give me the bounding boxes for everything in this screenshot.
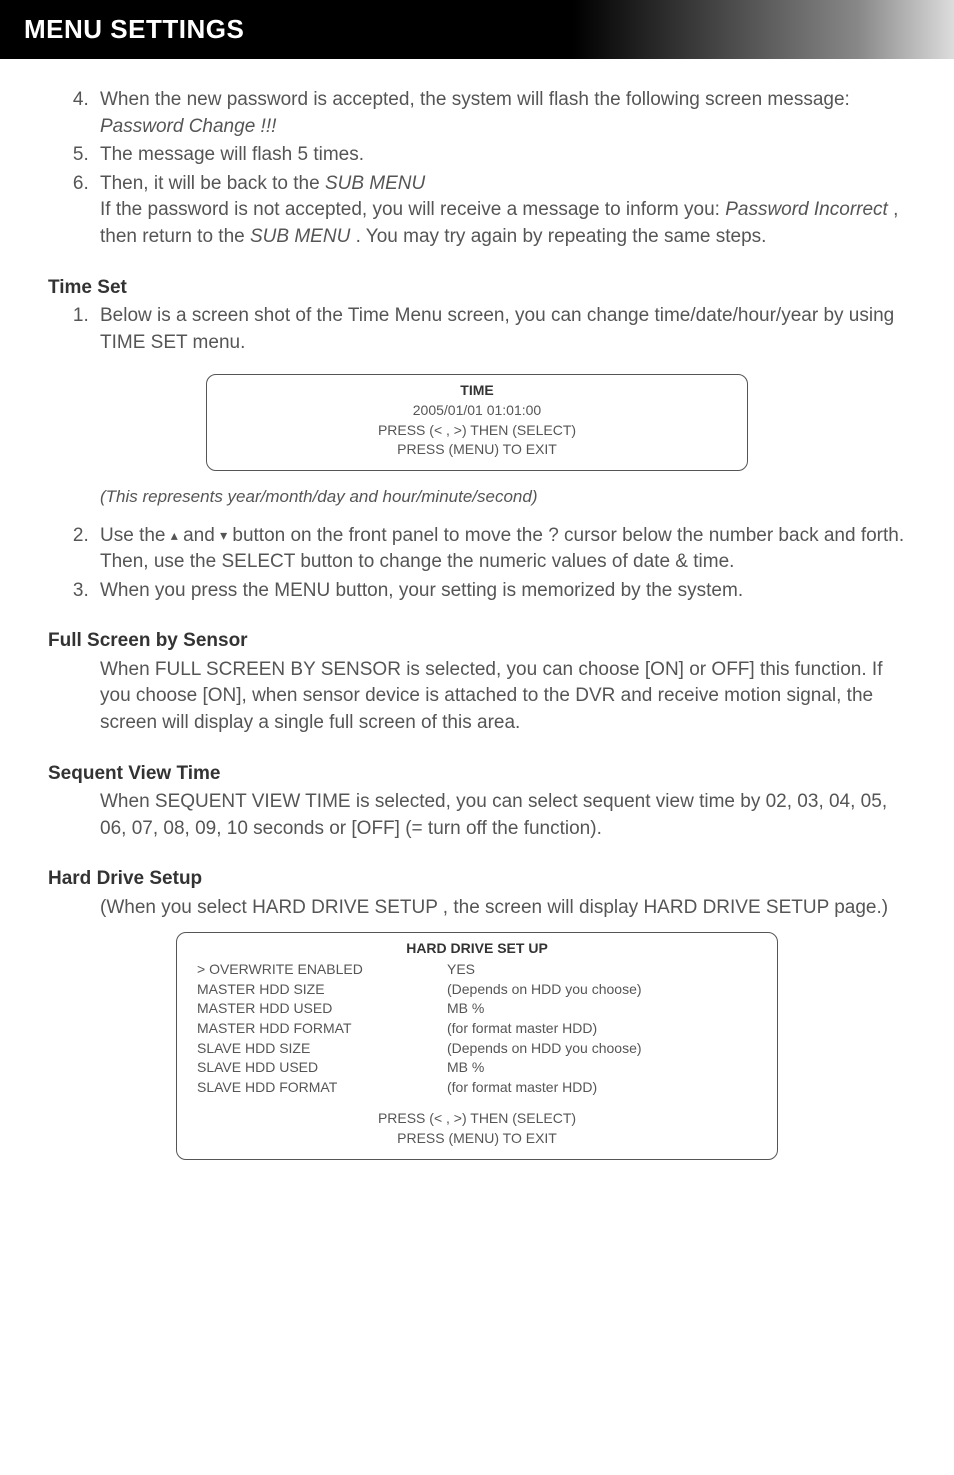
osd-line: PRESS (< , >) THEN (SELECT) <box>227 421 727 441</box>
list-item: Use the and button on the front panel to… <box>94 523 906 576</box>
cell: MASTER HDD FORMAT <box>197 1019 447 1039</box>
text: . You may try again by repeating the sam… <box>356 226 767 247</box>
cell: (Depends on HDD you choose) <box>447 1039 757 1059</box>
down-arrow-icon <box>220 525 227 546</box>
text: and <box>183 525 220 546</box>
table-row: SLAVE HDD FORMAT(for format master HDD) <box>197 1078 757 1098</box>
cell: SLAVE HDD USED <box>197 1058 447 1078</box>
cell: MASTER HDD USED <box>197 999 447 1019</box>
cell: > OVERWRITE ENABLED <box>197 960 447 980</box>
emphasis: Password Incorrect <box>725 199 893 220</box>
list-item: When you press the MENU button, your set… <box>94 578 906 605</box>
cell: SLAVE HDD FORMAT <box>197 1078 447 1098</box>
time-set-list-2: Use the and button on the front panel to… <box>48 523 906 605</box>
time-osd-box: TIME 2005/01/01 01:01:00 PRESS (< , >) T… <box>206 374 748 470</box>
text: Then, it will be back to the <box>100 173 325 194</box>
table-row: MASTER HDD SIZE(Depends on HDD you choos… <box>197 980 757 1000</box>
hdd-heading: Hard Drive Setup <box>48 866 906 893</box>
list-item: The message will flash 5 times. <box>94 142 906 169</box>
emphasis: Password Change !!! <box>100 116 276 137</box>
list-item: Then, it will be back to the SUB MENU If… <box>94 171 906 251</box>
table-row: > OVERWRITE ENABLEDYES <box>197 960 757 980</box>
text: When you press the MENU button, your set… <box>100 580 743 601</box>
osd-title: TIME <box>227 381 727 401</box>
time-set-list: Below is a screen shot of the Time Menu … <box>48 303 906 356</box>
cell: MASTER HDD SIZE <box>197 980 447 1000</box>
sequent-heading: Sequent View Time <box>48 761 906 788</box>
emphasis: SUB MENU <box>325 173 425 194</box>
text: When the new password is accepted, the s… <box>100 89 850 110</box>
table-row: SLAVE HDD SIZE(Depends on HDD you choose… <box>197 1039 757 1059</box>
hdd-body: (When you select HARD DRIVE SETUP , the … <box>100 895 906 922</box>
osd-footer: PRESS (< , >) THEN (SELECT) PRESS (MENU)… <box>197 1109 757 1148</box>
full-screen-body: When FULL SCREEN BY SENSOR is selected, … <box>100 657 906 737</box>
intro-list: When the new password is accepted, the s… <box>48 87 906 251</box>
osd-line: 2005/01/01 01:01:00 <box>227 401 727 421</box>
cell: MB % <box>447 1058 757 1078</box>
page-title: MENU SETTINGS <box>24 14 244 44</box>
hdd-osd-box: HARD DRIVE SET UP > OVERWRITE ENABLEDYES… <box>176 932 778 1160</box>
cell: (for format master HDD) <box>447 1019 757 1039</box>
page-header: MENU SETTINGS <box>0 0 954 59</box>
cell: YES <box>447 960 757 980</box>
table-row: MASTER HDD FORMAT(for format master HDD) <box>197 1019 757 1039</box>
table-row: SLAVE HDD USEDMB % <box>197 1058 757 1078</box>
cell: SLAVE HDD SIZE <box>197 1039 447 1059</box>
text: The message will flash 5 times. <box>100 144 364 165</box>
osd-line: PRESS (MENU) TO EXIT <box>227 440 727 460</box>
cell: (for format master HDD) <box>447 1078 757 1098</box>
cell: MB % <box>447 999 757 1019</box>
up-arrow-icon <box>171 525 178 546</box>
text: Below is a screen shot of the Time Menu … <box>100 305 894 353</box>
emphasis: SUB MENU <box>250 226 356 247</box>
cell: (Depends on HDD you choose) <box>447 980 757 1000</box>
page-content: When the new password is accepted, the s… <box>0 59 954 1214</box>
osd-line: PRESS (< , >) THEN (SELECT) <box>197 1109 757 1129</box>
text: If the password is not accepted, you wil… <box>100 199 725 220</box>
osd-title: HARD DRIVE SET UP <box>197 939 757 959</box>
text: Use the <box>100 525 165 546</box>
osd-line: PRESS (MENU) TO EXIT <box>197 1129 757 1149</box>
sequent-body: When SEQUENT VIEW TIME is selected, you … <box>100 789 906 842</box>
list-item: Below is a screen shot of the Time Menu … <box>94 303 906 356</box>
table-row: MASTER HDD USEDMB % <box>197 999 757 1019</box>
full-screen-heading: Full Screen by Sensor <box>48 628 906 655</box>
time-note: (This represents year/month/day and hour… <box>100 485 906 509</box>
time-set-heading: Time Set <box>48 275 906 302</box>
list-item: When the new password is accepted, the s… <box>94 87 906 140</box>
